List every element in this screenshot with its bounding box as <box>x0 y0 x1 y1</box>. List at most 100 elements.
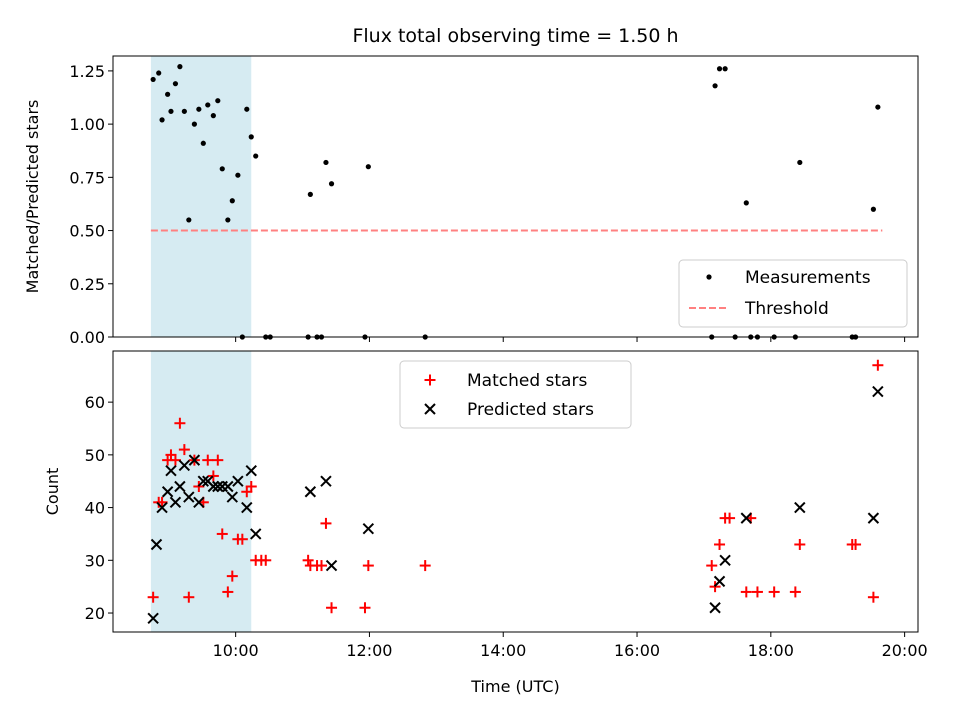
measurement-point <box>328 181 335 187</box>
measurement-point <box>215 98 221 104</box>
measurement-point <box>172 81 179 87</box>
matched-star-point <box>359 602 371 614</box>
bottom-y-tick-label: 40 <box>85 499 105 518</box>
measurement-point <box>150 76 156 83</box>
predicted-star-point <box>320 475 332 487</box>
measurement-point <box>743 200 749 206</box>
x-tick-label: 16:00 <box>614 641 660 660</box>
predicted-star-point <box>161 486 174 498</box>
top-plot-frame <box>112 55 919 338</box>
matched-star-point <box>315 560 327 572</box>
predicted-star-point <box>232 475 244 487</box>
matched-star-point <box>740 586 752 598</box>
predicted-star-point <box>174 480 186 493</box>
measurement-point <box>156 70 162 76</box>
bottom-y-tick-label: 30 <box>85 551 105 570</box>
measurement-point <box>225 217 231 223</box>
measurement-point <box>168 108 174 114</box>
matched-star-point <box>147 591 159 603</box>
matched-star-point <box>212 454 224 466</box>
chart-title: Flux total observing time = 1.50 h <box>352 25 678 47</box>
top-shaded-span <box>150 56 252 337</box>
measurement-point <box>875 104 881 110</box>
matched-star-point <box>419 560 431 572</box>
measurement-point <box>210 113 216 119</box>
legend-predicted-label: Predicted stars <box>467 400 594 420</box>
predicted-star-point <box>147 612 159 624</box>
matched-star-point <box>207 470 219 482</box>
measurement-point <box>716 66 723 72</box>
measurement-point <box>186 217 192 223</box>
matched-star-point <box>714 538 726 550</box>
bottom-y-tick-label: 60 <box>85 393 105 412</box>
matched-star-point <box>302 554 314 566</box>
top-y-tick-label: 0.25 <box>69 275 105 294</box>
predicted-star-point <box>709 602 721 614</box>
legend-threshold-label: Threshold <box>744 299 829 319</box>
x-tick-label: 10:00 <box>213 641 259 660</box>
x-tick-label: 18:00 <box>748 641 794 660</box>
measurement-point <box>307 191 313 197</box>
top-y-tick-label: 0.00 <box>69 328 105 347</box>
matched-star-point <box>222 586 234 598</box>
legend-predicted-marker <box>424 403 436 415</box>
top-legend <box>678 259 908 328</box>
top-y-tick-label: 1.00 <box>69 115 105 134</box>
measurement-point <box>177 64 183 70</box>
bottom-plot-frame <box>112 350 919 633</box>
predicted-star-point <box>169 496 182 509</box>
matched-star-point <box>202 454 214 466</box>
predicted-star-point <box>212 480 224 493</box>
legend-measurements-marker <box>706 274 712 280</box>
measurement-point <box>205 102 211 108</box>
top-y-axis-label: Matched/Predicted stars <box>23 100 42 294</box>
measurement-point <box>248 134 254 140</box>
matched-star-point <box>260 554 272 566</box>
measurement-point <box>870 206 877 212</box>
matched-star-point <box>236 533 248 545</box>
matched-star-point <box>362 560 374 572</box>
predicted-star-point <box>183 491 195 503</box>
matched-star-point <box>226 570 238 582</box>
measurement-point <box>722 66 728 72</box>
predicted-star-point <box>304 486 317 498</box>
predicted-star-point <box>222 480 234 493</box>
legend-matched-label: Matched stars <box>467 371 587 391</box>
predicted-star-point <box>867 512 880 524</box>
bottom-y-tick-label: 50 <box>85 446 105 465</box>
predicted-star-point <box>207 480 220 493</box>
matched-star-point <box>320 517 332 529</box>
bottom-y-tick-label: 20 <box>85 604 105 623</box>
matched-star-point <box>751 586 763 598</box>
measurement-point <box>181 108 187 114</box>
measurement-point <box>244 106 250 112</box>
x-tick-label: 20:00 <box>882 641 928 660</box>
matched-star-point <box>789 586 801 598</box>
bottom-legend <box>399 360 632 429</box>
predicted-star-point <box>713 575 726 588</box>
matched-star-point <box>850 538 862 550</box>
predicted-star-point <box>794 501 806 514</box>
bottom-y-axis-label: Count <box>43 468 62 516</box>
predicted-star-point <box>193 496 205 509</box>
x-axis-label: Time (UTC) <box>470 677 559 696</box>
matched-star-point <box>169 454 181 466</box>
measurement-point <box>797 159 803 166</box>
measurement-point <box>235 172 241 178</box>
measurement-point <box>159 117 165 123</box>
legend-measurements-label: Measurements <box>745 268 871 288</box>
matched-star-point <box>178 444 190 456</box>
predicted-star-point <box>197 475 210 487</box>
measurement-point <box>196 106 202 112</box>
predicted-star-point <box>362 522 375 535</box>
measurement-point <box>165 91 171 97</box>
matched-star-point <box>174 417 186 429</box>
matched-star-point <box>245 480 257 492</box>
predicted-star-point <box>325 559 338 572</box>
measurement-point <box>253 153 259 159</box>
matched-star-point <box>724 512 736 524</box>
predicted-star-point <box>719 554 731 567</box>
top-y-tick-label: 0.50 <box>69 222 105 241</box>
predicted-star-point <box>740 512 753 524</box>
